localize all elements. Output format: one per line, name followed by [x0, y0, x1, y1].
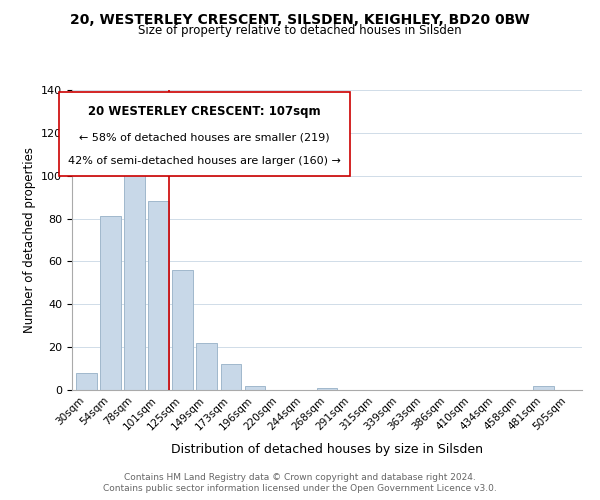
Text: Contains HM Land Registry data © Crown copyright and database right 2024.: Contains HM Land Registry data © Crown c…: [124, 472, 476, 482]
Bar: [172, 270, 193, 390]
Bar: [100, 216, 121, 390]
Bar: [76, 373, 97, 390]
Bar: [533, 386, 554, 390]
Bar: [221, 364, 241, 390]
Bar: [196, 343, 217, 390]
X-axis label: Distribution of detached houses by size in Silsden: Distribution of detached houses by size …: [171, 443, 483, 456]
Text: ← 58% of detached houses are smaller (219): ← 58% of detached houses are smaller (21…: [79, 132, 330, 142]
Bar: [124, 156, 145, 390]
Text: Contains public sector information licensed under the Open Government Licence v3: Contains public sector information licen…: [103, 484, 497, 493]
Text: 20, WESTERLEY CRESCENT, SILSDEN, KEIGHLEY, BD20 0BW: 20, WESTERLEY CRESCENT, SILSDEN, KEIGHLE…: [70, 12, 530, 26]
Text: Size of property relative to detached houses in Silsden: Size of property relative to detached ho…: [138, 24, 462, 37]
Bar: [245, 386, 265, 390]
Text: 42% of semi-detached houses are larger (160) →: 42% of semi-detached houses are larger (…: [68, 156, 341, 166]
Bar: [148, 202, 169, 390]
Bar: [317, 388, 337, 390]
Y-axis label: Number of detached properties: Number of detached properties: [23, 147, 35, 333]
FancyBboxPatch shape: [59, 92, 350, 176]
Text: 20 WESTERLEY CRESCENT: 107sqm: 20 WESTERLEY CRESCENT: 107sqm: [88, 105, 321, 118]
